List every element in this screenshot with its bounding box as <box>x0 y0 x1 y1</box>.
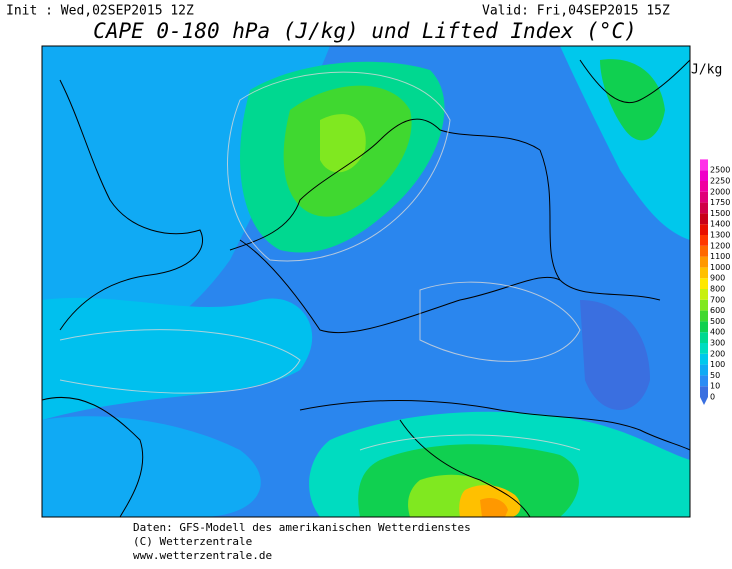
colorbar-swatch <box>700 256 708 268</box>
colorbar-swatch <box>700 213 708 225</box>
colorbar-label: 500 <box>710 317 725 326</box>
colorbar-swatch <box>700 278 708 289</box>
colorbar-label: 800 <box>710 285 725 294</box>
colorbar-swatch <box>700 310 708 322</box>
colorbar-label: 1300 <box>710 231 730 240</box>
colorbar-swatch <box>700 289 708 300</box>
colorbar-swatch <box>700 364 708 376</box>
colorbar-swatch <box>700 181 708 192</box>
colorbar-label: 1200 <box>710 241 730 250</box>
colorbar-swatch <box>700 235 708 246</box>
colorbar-swatch <box>700 202 708 214</box>
colorbar-label: 2250 <box>710 177 730 186</box>
colorbar-swatch <box>700 386 708 397</box>
colorbar-label: 1750 <box>710 198 730 207</box>
colorbar-label: 2500 <box>710 166 730 175</box>
colorbar-swatch <box>700 170 708 181</box>
map <box>41 45 691 518</box>
colorbar-swatch <box>700 159 708 171</box>
colorbar-label: 2000 <box>710 187 730 196</box>
colorbar-label: 900 <box>710 274 725 283</box>
legend-unit: J/kg <box>691 63 722 78</box>
colorbar-swatch <box>700 321 708 333</box>
colorbar: 0105010020030040050060070080090010001100… <box>700 159 730 405</box>
colorbar-swatch <box>700 353 708 365</box>
colorbar-swatch <box>700 245 708 257</box>
colorbar-swatch <box>700 267 708 279</box>
footer-line: Daten: GFS-Modell des amerikanischen Wet… <box>133 521 471 534</box>
colorbar-label: 10 <box>710 382 720 391</box>
colorbar-label: 600 <box>710 306 725 315</box>
colorbar-swatch <box>700 332 708 343</box>
colorbar-label: 1500 <box>710 209 730 218</box>
colorbar-label: 1100 <box>710 252 730 261</box>
valid-time: Valid: Fri,04SEP2015 15Z <box>482 4 670 19</box>
colorbar-label: 1400 <box>710 220 730 229</box>
colorbar-label: 400 <box>710 328 725 337</box>
colorbar-label: 300 <box>710 339 725 348</box>
footer-line: (C) Wetterzentrale <box>133 535 252 548</box>
colorbar-label: 700 <box>710 295 725 304</box>
colorbar-swatch <box>700 375 708 387</box>
colorbar-tip <box>700 397 708 405</box>
colorbar-swatch <box>700 343 708 354</box>
colorbar-swatch <box>700 191 708 203</box>
colorbar-swatch <box>700 299 708 311</box>
colorbar-label: 50 <box>710 371 720 380</box>
colorbar-label: 1000 <box>710 263 730 272</box>
colorbar-swatch <box>700 224 708 235</box>
colorbar-label: 200 <box>710 349 725 358</box>
colorbar-label: 0 <box>710 393 715 402</box>
footer-line: www.wetterzentrale.de <box>133 549 272 562</box>
map-title: CAPE 0-180 hPa (J/kg) und Lifted Index (… <box>93 19 637 43</box>
init-time: Init : Wed,02SEP2015 12Z <box>6 4 194 19</box>
colorbar-label: 100 <box>710 360 725 369</box>
